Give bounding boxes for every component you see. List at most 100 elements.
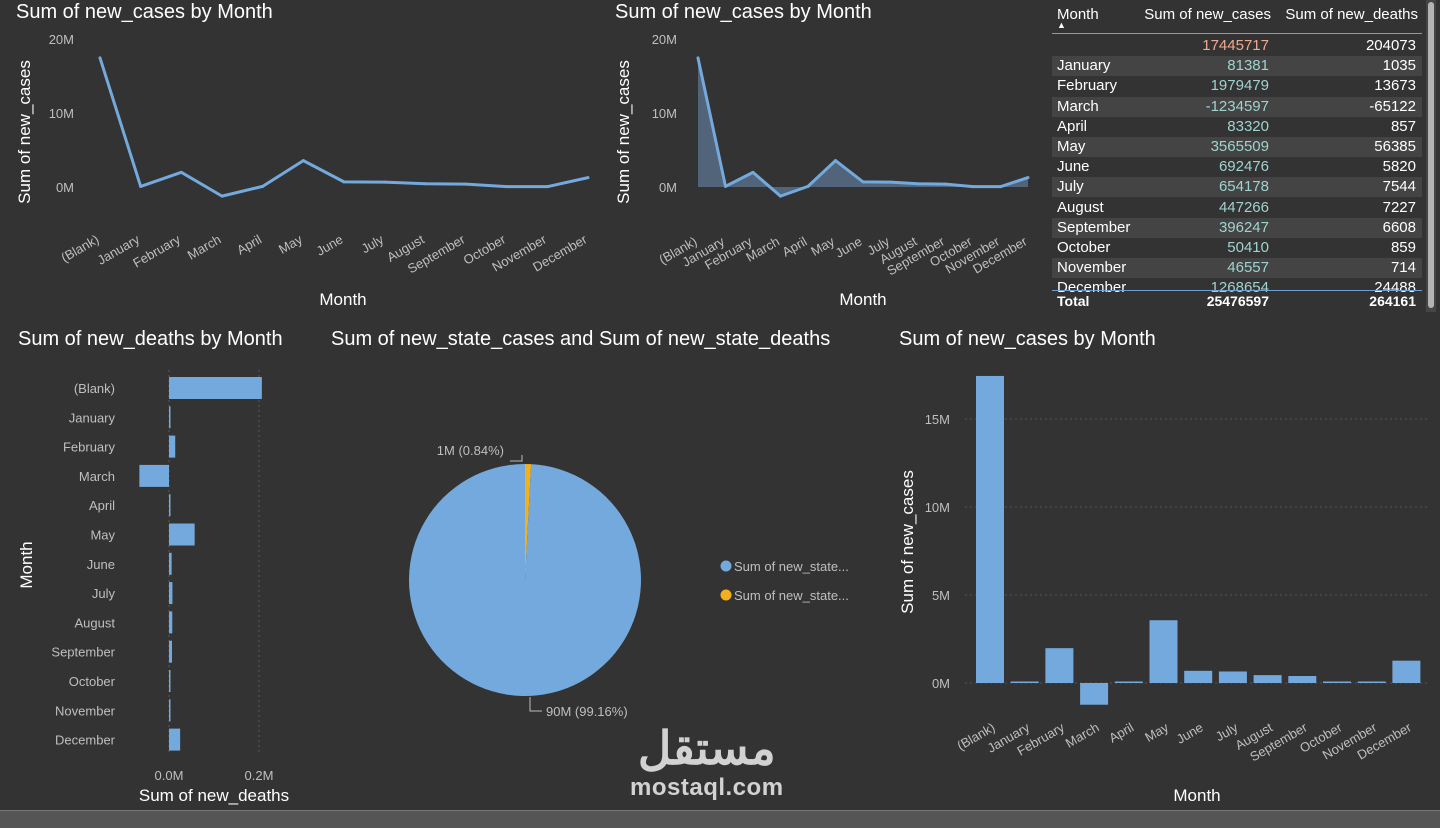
table-header-month[interactable]: Month <box>1057 6 1099 23</box>
x-tick-label: 0.0M <box>155 768 184 783</box>
y-axis-title: Sum of new_cases <box>614 60 633 204</box>
y-tick-label: 10M <box>925 500 950 515</box>
data-point <box>751 170 755 174</box>
slice-label: 1M (0.84%) <box>437 443 504 458</box>
y-tick-label: May <box>90 528 115 543</box>
month-cell: September <box>1057 218 1131 236</box>
data-point <box>696 56 700 60</box>
x-tick-label: February <box>130 231 183 270</box>
table-row[interactable]: 17445717 204073 <box>1052 36 1422 56</box>
cases-cell: 396247 <box>1218 218 1269 236</box>
x-tick-label: May <box>276 231 305 257</box>
data-point <box>889 180 892 184</box>
month-cell: June <box>1057 158 1090 176</box>
table-header-cases[interactable]: Sum of new_cases <box>1144 6 1271 23</box>
y-tick-label: (Blank) <box>74 381 115 396</box>
month-cell: May <box>1057 138 1086 155</box>
y-tick-label: June <box>87 557 115 572</box>
deaths-cell: 6608 <box>1382 218 1416 236</box>
total-label: Total <box>1057 293 1090 309</box>
cases-cell: 1979479 <box>1210 77 1269 95</box>
data-point <box>944 182 947 186</box>
cases-bar-chart-visual[interactable]: Sum of new_cases by Month 15M 10M 5M 0M (Bla… <box>890 325 1440 810</box>
bar <box>169 494 171 517</box>
x-axis-title: Month <box>839 290 886 309</box>
table-header-deaths[interactable]: Sum of new_deaths <box>1285 6 1418 23</box>
legend-marker <box>720 589 732 601</box>
table-row[interactable]: September 396247 6608 <box>1052 217 1422 238</box>
month-cell: February <box>1057 77 1118 95</box>
deaths-cell: 204073 <box>1365 37 1416 54</box>
cases-cell: 447266 <box>1218 198 1269 216</box>
table-row[interactable]: July 654178 7544 <box>1052 177 1422 198</box>
bar <box>169 406 171 429</box>
month-cell: August <box>1057 198 1104 216</box>
y-tick-label: 20M <box>652 32 677 47</box>
series-line <box>98 57 589 198</box>
x-tick-label: March <box>1063 720 1102 751</box>
table-row[interactable]: August 447266 7227 <box>1052 198 1422 218</box>
deaths-cell: 1035 <box>1382 57 1416 75</box>
y-axis-title: Sum of new_cases <box>898 470 917 614</box>
y-tick-label: December <box>55 733 116 748</box>
data-point <box>586 176 590 180</box>
bar <box>1253 675 1282 683</box>
cases-cell: 692476 <box>1218 158 1269 176</box>
x-tick-label: (Blank) <box>58 232 101 266</box>
cases-cell: 50410 <box>1227 239 1269 256</box>
data-point <box>342 180 346 184</box>
deaths-cell: 7544 <box>1382 178 1416 196</box>
bar <box>1149 620 1178 683</box>
table-row[interactable]: June 692476 5820 <box>1052 157 1422 177</box>
y-tick-label: 15M <box>925 412 950 427</box>
table-row[interactable]: October 50410 859 <box>1052 238 1422 258</box>
y-tick-label: 0M <box>56 180 74 195</box>
bottom-scrollbar[interactable] <box>0 810 1440 828</box>
data-point <box>861 180 865 184</box>
slice-label: 90M (99.16%) <box>546 704 628 719</box>
month-cell: March <box>1057 97 1099 115</box>
table-row[interactable]: February 1979479 13673 <box>1052 76 1422 96</box>
deaths-cell: 857 <box>1390 117 1416 135</box>
data-point <box>464 182 468 186</box>
x-axis-title: Month <box>319 290 366 309</box>
x-axis-title: Month <box>1173 786 1220 805</box>
x-tick-label: July <box>359 231 387 256</box>
month-cell: April <box>1057 117 1088 135</box>
deaths-cell: 714 <box>1390 259 1416 277</box>
table-row[interactable]: December 1268654 24488 <box>1052 278 1422 298</box>
cases-bar-chart-title: Sum of new_cases by Month <box>899 328 1156 350</box>
cases-deaths-table[interactable]: Month ▲ Sum of new_cases Sum of new_deat… <box>1052 0 1424 310</box>
table-row[interactable]: March -1234597 -65122 <box>1052 96 1422 117</box>
data-point <box>999 185 1002 189</box>
bar <box>169 728 181 751</box>
deaths-chart-visual[interactable]: Sum of new_deaths by Month (Blank) Januar… <box>0 325 310 810</box>
bar <box>1323 681 1351 683</box>
y-axis-title: Month <box>17 541 36 588</box>
data-point <box>261 184 265 188</box>
data-point <box>806 184 810 188</box>
x-tick-label: May <box>1142 719 1171 745</box>
bar <box>1184 670 1213 683</box>
area-chart-visual[interactable]: Sum of new_cases by Month 20M 10M 0M (Blank… <box>600 0 1050 320</box>
scrollbar-thumb[interactable] <box>1428 2 1434 308</box>
data-point <box>301 159 305 163</box>
table-row[interactable]: January 81381 1035 <box>1052 56 1422 77</box>
sort-ascending-icon[interactable]: ▲ <box>1057 20 1066 30</box>
x-tick-label: April <box>1106 720 1136 746</box>
bar <box>1114 681 1143 683</box>
line-chart-visual[interactable]: Sum of new_cases by Month 20M 10M 0M (Blank… <box>0 0 600 320</box>
bar <box>1080 683 1109 705</box>
bar <box>169 377 262 399</box>
table-scrollbar[interactable] <box>1426 0 1436 312</box>
watermark-arabic: مستقل <box>637 722 776 774</box>
pie-chart-visual[interactable]: Sum of new_state_cases and Sum of new_st… <box>320 325 890 810</box>
x-tick-label: June <box>1174 720 1206 747</box>
y-tick-label: 10M <box>652 106 677 121</box>
table-row[interactable]: April 83320 857 <box>1052 117 1422 137</box>
table-row[interactable]: May 3565509 56385 <box>1052 137 1422 157</box>
deaths-cell: 859 <box>1390 239 1416 256</box>
table-row[interactable]: November 46557 714 <box>1052 258 1422 279</box>
bar <box>139 464 169 487</box>
